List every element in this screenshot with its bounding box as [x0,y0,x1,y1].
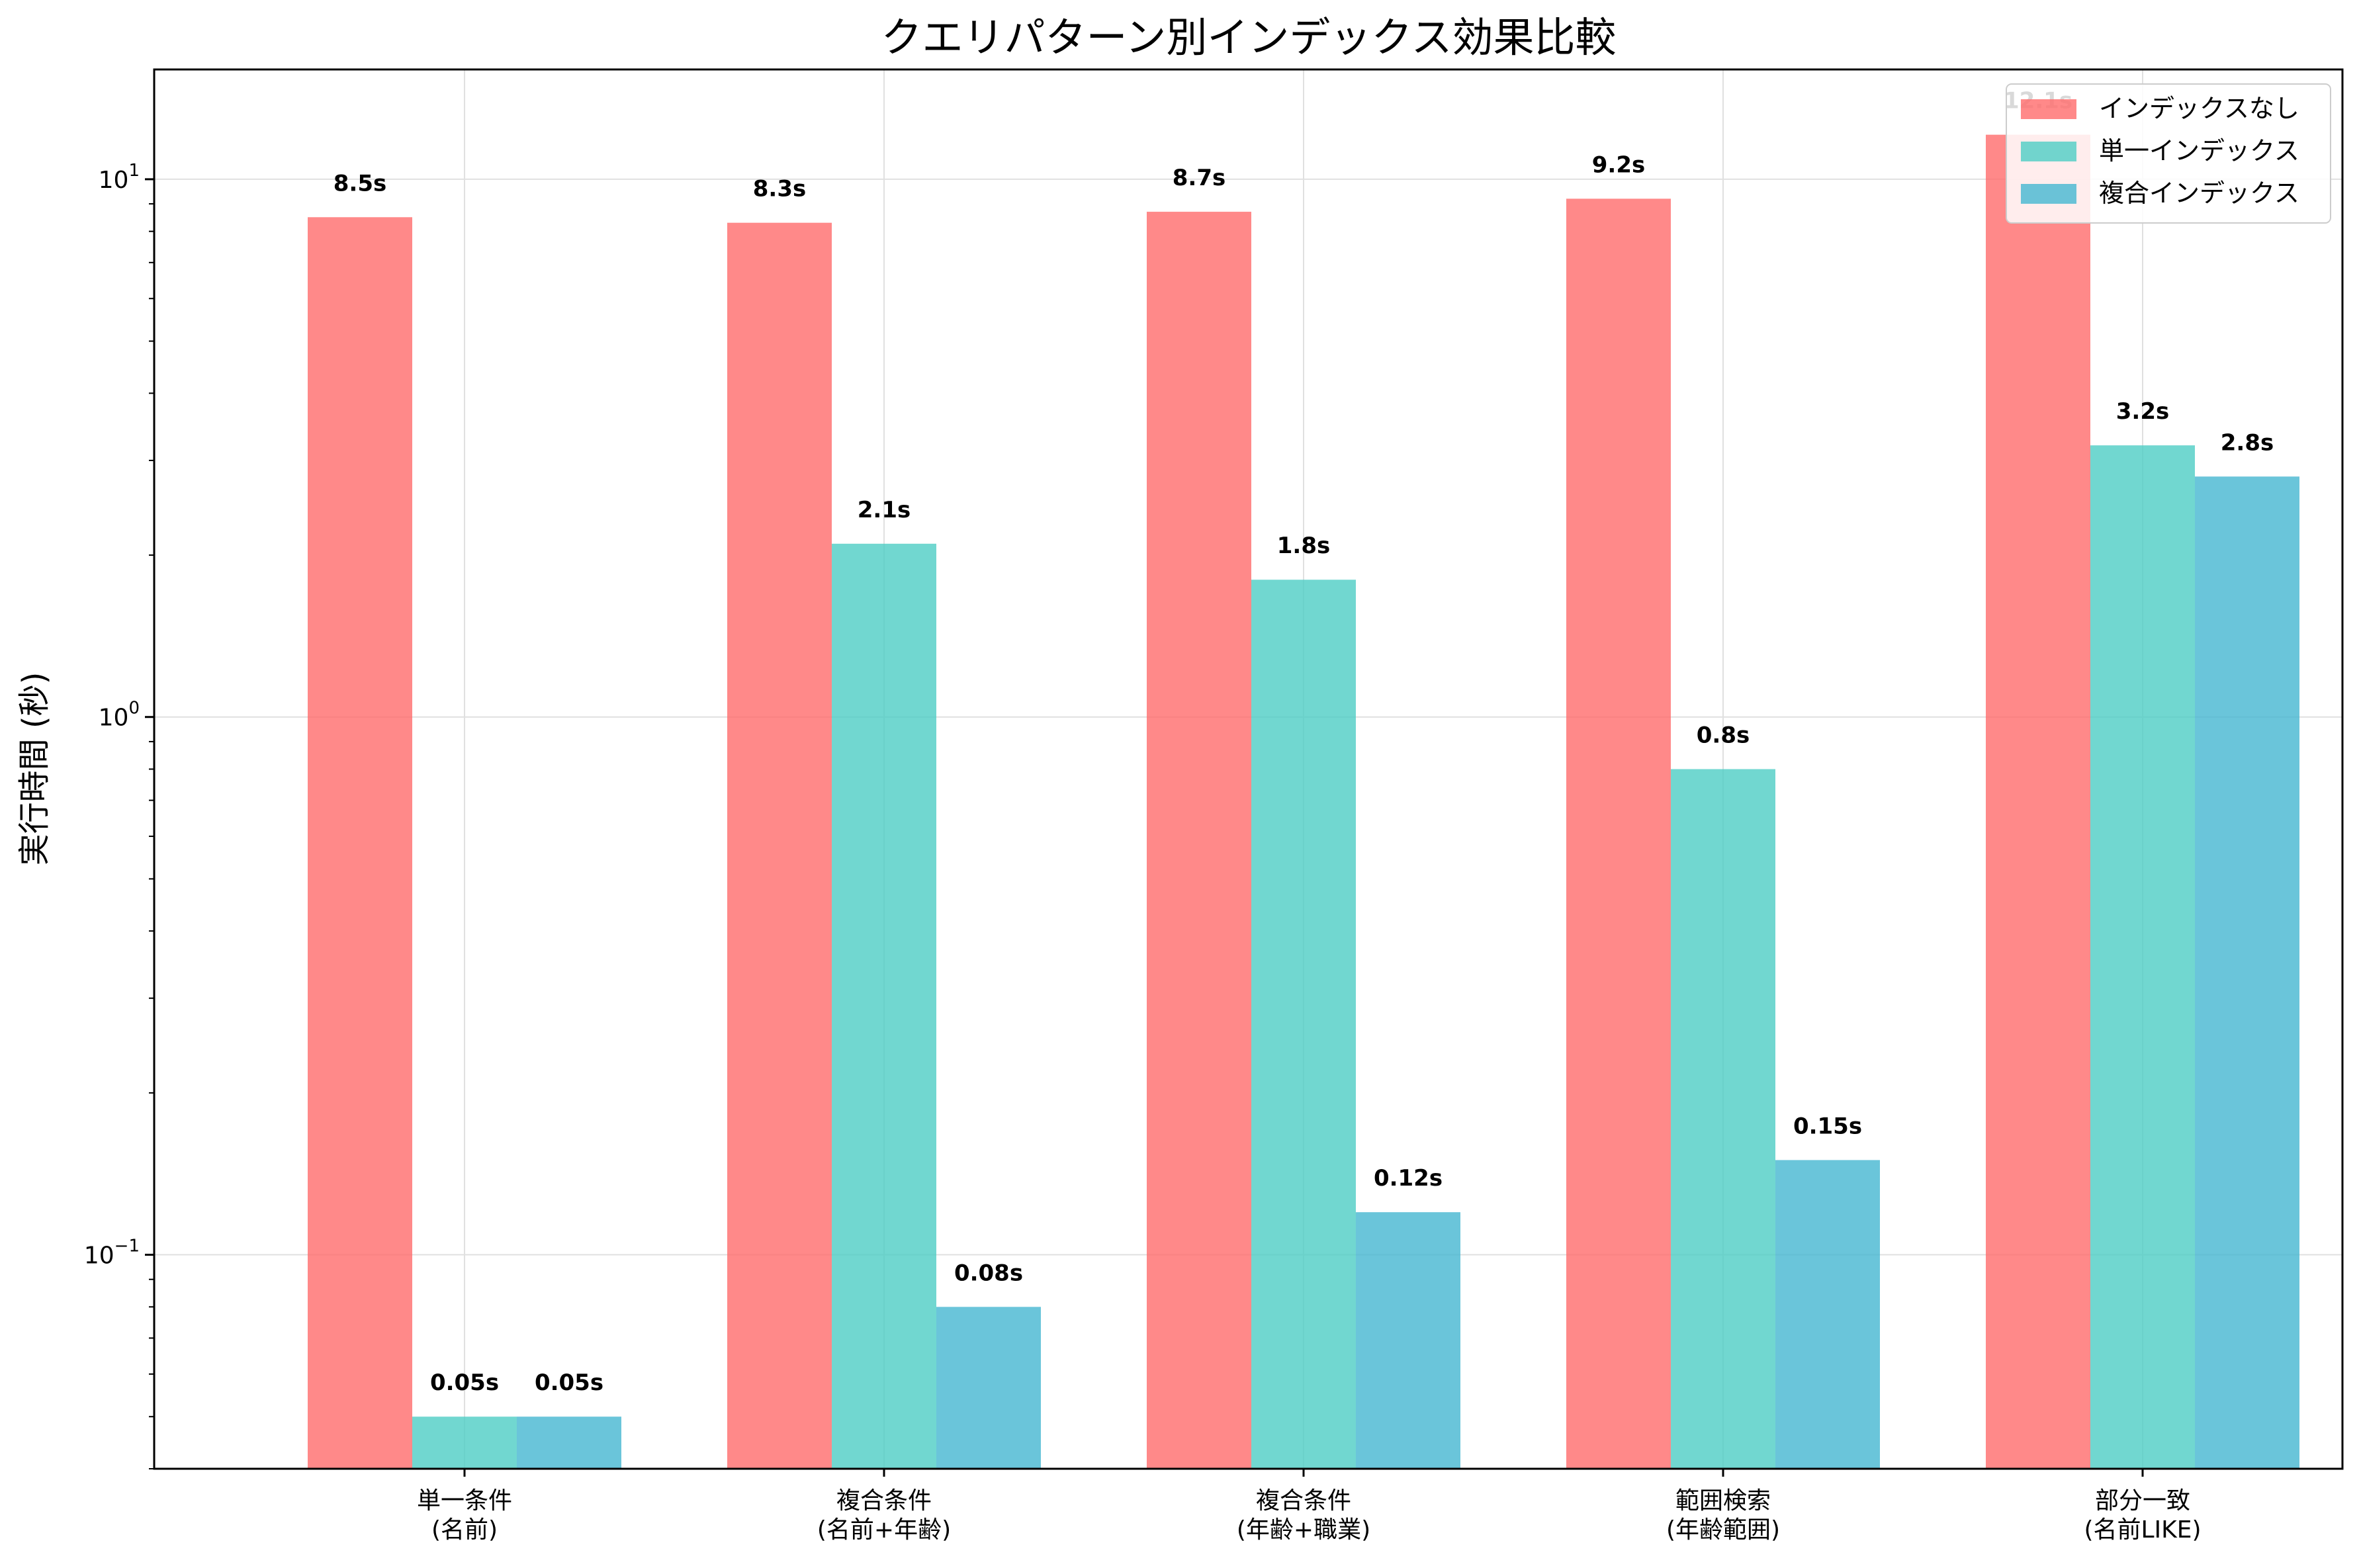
x-tick-label: 部分一致 [2095,1487,2190,1514]
bar-value-label: 8.3s [753,176,806,202]
bar-value-label: 2.8s [2221,429,2274,456]
x-tick-label: (名前) [431,1516,498,1544]
bar [1147,212,1251,1469]
y-tick-exponent: 1 [128,161,140,181]
bar-value-label: 0.05s [430,1370,499,1396]
x-tick-label: 複合条件 [836,1487,932,1514]
bar-value-label: 1.8s [1277,533,1330,559]
bar-value-label: 0.8s [1697,722,1750,749]
bar [727,222,832,1469]
bar-value-label: 2.1s [858,497,911,523]
y-tick-base: 10 [99,167,129,194]
bar [1251,580,1356,1469]
x-tick-label: (名前LIKE) [2084,1516,2201,1544]
bar-value-label: 0.05s [535,1370,603,1396]
bar [2195,476,2299,1469]
y-tick-label: 100 [99,699,140,732]
bar [2090,445,2195,1469]
bar-value-label: 8.5s [334,170,386,196]
chart-title: クエリパターン別インデックス効果比較 [881,13,1616,62]
x-tick-label: (年齢+職業) [1237,1516,1370,1544]
legend-swatch [2021,99,2076,119]
bar-value-label: 0.12s [1374,1165,1443,1192]
x-axis: 単一条件(名前)複合条件(名前+年齢)複合条件(年齢+職業)範囲検索(年齢範囲)… [417,1469,2202,1544]
bar [1775,1160,1880,1469]
bars [308,134,2299,1469]
legend-swatch [2021,184,2076,204]
x-tick-label: (名前+年齢) [817,1516,951,1544]
bar-value-label: 0.15s [1793,1113,1862,1139]
bar [517,1416,621,1469]
y-tick-base: 10 [99,705,129,732]
x-tick-label: (年齢範囲) [1666,1516,1780,1544]
bar-value-label: 3.2s [2116,398,2169,425]
legend-label: インデックスなし [2099,94,2299,123]
bar [832,543,936,1469]
bar-value-label: 8.7s [1173,165,1225,191]
y-tick-base: 10 [84,1242,114,1270]
legend-box [2006,83,2331,224]
x-tick-label: 単一条件 [417,1487,512,1514]
bar [412,1416,517,1469]
legend-swatch [2021,142,2076,161]
bar [308,217,412,1469]
bar [1356,1212,1460,1469]
x-tick-label: 複合条件 [1256,1487,1351,1514]
legend-label: 複合インデックス [2099,179,2299,208]
legend-label: 単一インデックス [2099,136,2299,165]
y-tick-exponent: 0 [128,699,140,719]
y-tick-label: 101 [99,161,140,194]
bar [1986,134,2090,1469]
bar-value-label: 9.2s [1592,152,1645,178]
bar-labels: 8.5s8.3s8.7s9.2s12.1s0.05s2.1s1.8s0.8s3.… [334,88,2274,1397]
y-axis-label: 実行時間 (秒) [16,672,53,866]
bar [1671,769,1775,1469]
y-tick-exponent: −1 [114,1237,140,1256]
bar [1566,198,1671,1469]
bar-value-label: 0.08s [954,1260,1023,1286]
x-tick-label: 範囲検索 [1675,1487,1771,1514]
y-tick-label: 10−1 [84,1237,140,1270]
bar [936,1307,1041,1469]
